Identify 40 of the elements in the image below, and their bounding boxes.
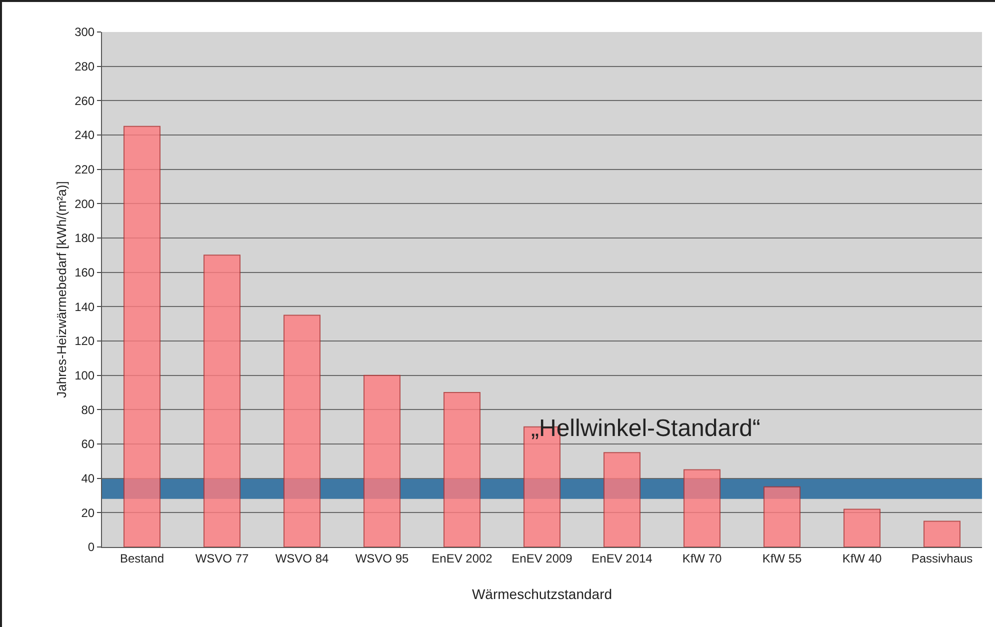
y-tick-label: 300 [74, 25, 95, 40]
x-axis-title: Wärmeschutzstandard [472, 586, 612, 602]
y-tick-label: 0 [88, 540, 95, 554]
y-axis-title: Jahres-Heizwärmebedarf [kWh/(m²a)] [54, 181, 69, 398]
bar [684, 469, 720, 547]
x-tick-label: WSVO 77 [195, 551, 249, 566]
y-tick-label: 20 [81, 506, 95, 520]
y-tick-label: 60 [81, 437, 95, 452]
bar [924, 520, 960, 547]
y-tick-label: 200 [74, 196, 95, 211]
bar [124, 126, 160, 547]
bar [844, 508, 880, 547]
x-tick-label: EnEV 2014 [592, 551, 653, 566]
y-tick-label: 220 [74, 162, 95, 177]
bar [764, 486, 800, 547]
y-tick-label: 100 [74, 368, 95, 383]
bar [204, 254, 240, 547]
x-tick-label: WSVO 95 [355, 551, 409, 566]
x-tick-label: KfW 55 [762, 551, 802, 566]
bar [284, 314, 320, 547]
bar [364, 374, 400, 547]
y-tick-label: 180 [74, 231, 95, 246]
y-tick-label: 140 [74, 300, 95, 314]
x-tick-label: Bestand [120, 551, 164, 566]
x-tick-label: Passivhaus [911, 551, 973, 566]
bar [444, 392, 480, 547]
y-tick-label: 40 [81, 472, 95, 486]
y-tick-label: 80 [81, 402, 95, 417]
y-tick-label: 280 [74, 60, 95, 74]
y-tick-label: 120 [74, 334, 95, 348]
x-tick-label: EnEV 2009 [512, 551, 573, 566]
y-tick-label: 160 [74, 266, 95, 280]
bar [604, 452, 640, 547]
band-label: „Hellwinkel-Standard“ [531, 415, 760, 442]
x-tick-label: EnEV 2002 [432, 551, 493, 566]
x-tick-label: WSVO 84 [275, 551, 329, 566]
y-tick-label: 260 [74, 94, 95, 108]
x-tick-label: KfW 70 [682, 551, 722, 566]
x-tick-label: KfW 40 [842, 551, 882, 566]
y-tick-label: 240 [74, 128, 95, 142]
